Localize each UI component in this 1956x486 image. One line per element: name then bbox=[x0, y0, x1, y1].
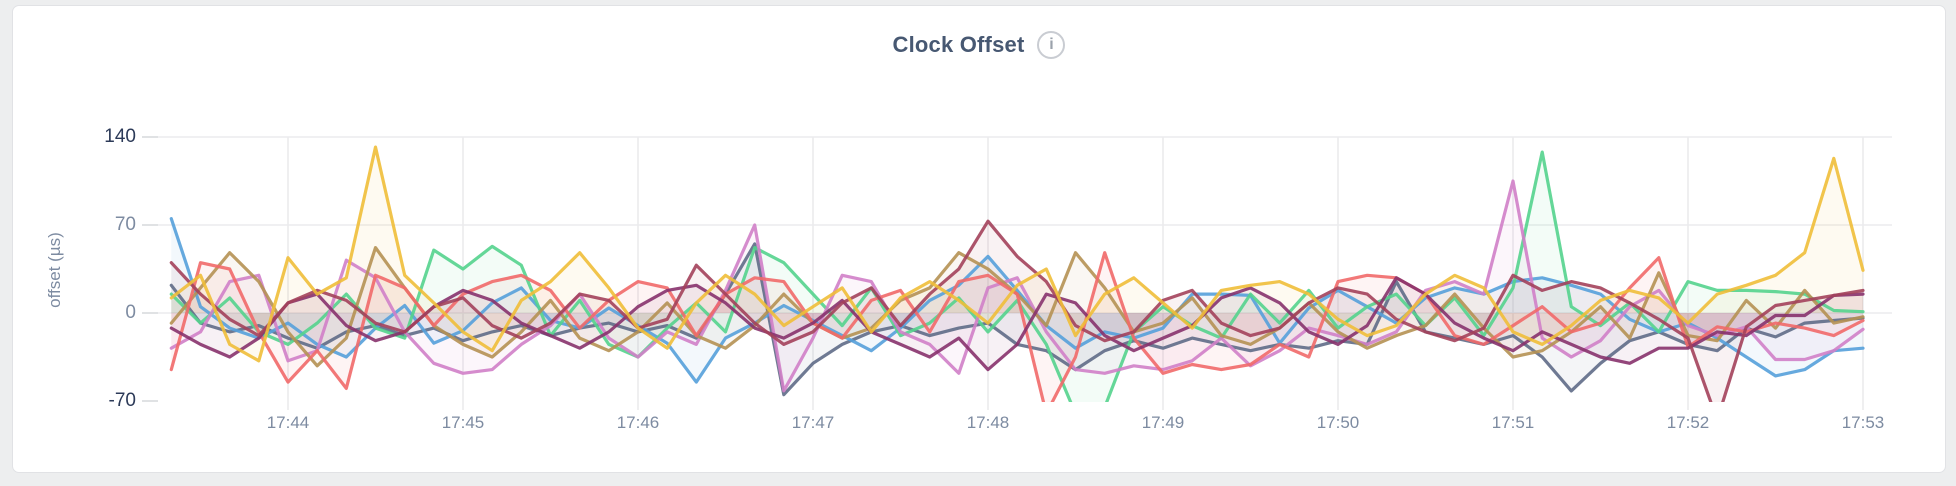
series-lines bbox=[169, 145, 1865, 402]
x-tick-label-17:44: 17:44 bbox=[266, 413, 310, 432]
x-tick-label-17:49: 17:49 bbox=[1141, 413, 1185, 432]
x-tick-label-17:45: 17:45 bbox=[441, 413, 485, 432]
chart-title: Clock Offset bbox=[892, 32, 1025, 57]
x-tick-label-17:48: 17:48 bbox=[966, 413, 1010, 432]
plot-hover-area[interactable] bbox=[158, 124, 1892, 401]
series-line-8 bbox=[169, 219, 1865, 402]
info-icon-glyph: i bbox=[1049, 36, 1054, 53]
series-line-6 bbox=[169, 251, 1865, 402]
series-area-1 bbox=[171, 243, 1863, 395]
series-area-8 bbox=[171, 221, 1863, 402]
x-tick-label-17:50: 17:50 bbox=[1316, 413, 1360, 432]
info-icon[interactable]: i bbox=[1037, 31, 1066, 59]
chart-header: Clock Offset i bbox=[12, 28, 1946, 62]
y-tick-label--70: -70 bbox=[108, 390, 136, 411]
y-tick-label-70: 70 bbox=[114, 214, 136, 235]
x-tick-label-17:52: 17:52 bbox=[1666, 413, 1710, 432]
y-tick-label-140: 140 bbox=[104, 126, 136, 147]
series-line-4 bbox=[169, 179, 1865, 393]
x-tick-label-17:47: 17:47 bbox=[791, 413, 835, 432]
x-tick-label-17:53: 17:53 bbox=[1841, 413, 1885, 432]
series-area-5 bbox=[171, 247, 1863, 366]
series-line-2 bbox=[169, 217, 1865, 384]
x-tick-label-17:51: 17:51 bbox=[1491, 413, 1535, 432]
series-area-7 bbox=[171, 277, 1863, 370]
x-tick-label-17:46: 17:46 bbox=[616, 413, 660, 432]
series-line-9 bbox=[169, 145, 1865, 363]
y-tick-label-0: 0 bbox=[125, 302, 136, 323]
series-line-7 bbox=[169, 276, 1865, 372]
